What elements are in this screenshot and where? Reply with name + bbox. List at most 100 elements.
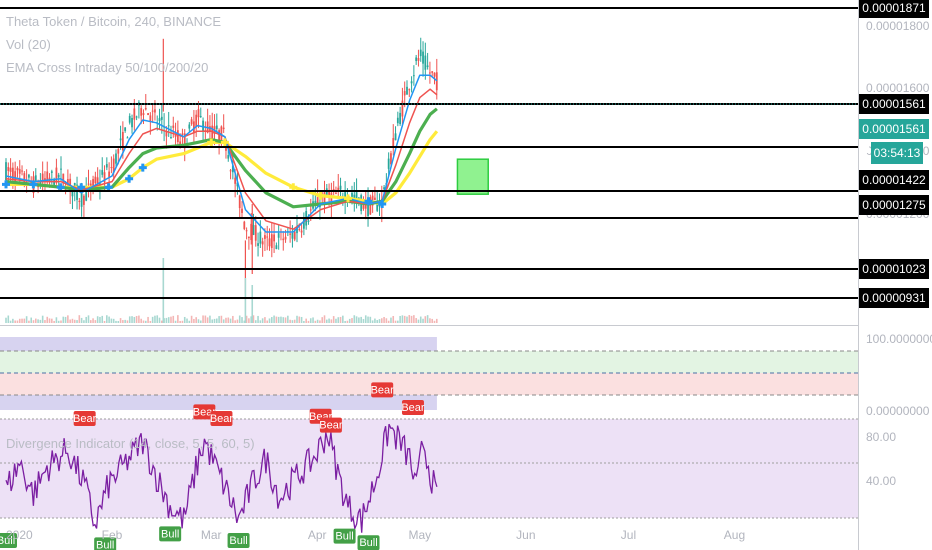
- candle-body: [392, 138, 395, 148]
- volume-bar: [261, 318, 264, 323]
- volume-bar: [394, 320, 397, 323]
- bear-signal[interactable]: Bear: [193, 404, 217, 420]
- candle-body: [419, 49, 422, 57]
- volume-bar: [154, 315, 156, 323]
- volume-bar: [298, 316, 301, 323]
- candle-body: [314, 200, 317, 204]
- volume-bar: [57, 320, 60, 323]
- volume-bar: [96, 316, 99, 323]
- volume-bar: [172, 315, 175, 323]
- volume-bar: [225, 317, 227, 323]
- volume-bar: [413, 315, 415, 323]
- volume-bar: [397, 320, 399, 323]
- volume-bar: [67, 315, 69, 323]
- candle-body: [62, 173, 65, 184]
- volume-bar: [46, 316, 49, 323]
- volume-bar: [119, 318, 122, 323]
- volume-bar: [325, 319, 328, 323]
- candle-body: [424, 55, 427, 70]
- candle-body: [60, 168, 62, 170]
- volume-bar: [133, 316, 136, 323]
- bear-signal[interactable]: Bear: [371, 382, 395, 398]
- candle-body: [330, 192, 333, 206]
- price-axis-tick: 0.00001800: [866, 19, 930, 33]
- volume-bar: [174, 320, 177, 323]
- candle-body: [353, 194, 356, 199]
- candle-body: [199, 115, 202, 117]
- volume-bar: [296, 315, 298, 323]
- candle-body: [195, 114, 198, 127]
- volume-bar: [319, 320, 321, 323]
- bull-signal[interactable]: Bull: [0, 533, 17, 548]
- level-price-tag: 0.00001023: [859, 259, 929, 279]
- volume-bar: [131, 316, 133, 323]
- ema-cross-marker: [316, 191, 325, 200]
- volume-bar: [328, 318, 330, 323]
- candle-body: [250, 223, 253, 241]
- candle-body: [307, 220, 310, 223]
- bear-signal[interactable]: Bear: [319, 417, 343, 433]
- volume-bar: [390, 317, 392, 323]
- bear-signal[interactable]: Bear: [73, 411, 97, 426]
- time-axis-tick: May: [408, 528, 431, 542]
- candle-body: [218, 130, 221, 142]
- candle-body: [192, 121, 195, 134]
- tag-label: 0.00001023: [862, 262, 926, 276]
- signal-label: Bear: [210, 413, 234, 425]
- candle-body: [160, 116, 163, 120]
- candle-body: [422, 51, 424, 64]
- signal-label: Bull: [0, 535, 15, 547]
- horizontal-levels: [0, 7, 858, 299]
- volume-bar: [351, 318, 353, 323]
- legend-ema-cross: EMA Cross Intraday 50/100/200/20: [6, 60, 208, 75]
- band-green-zone: [0, 351, 858, 373]
- ema-cross-marker: [289, 183, 298, 192]
- volume-bar: [73, 319, 76, 323]
- volume-bar: [392, 315, 395, 323]
- volume-bar: [193, 318, 195, 323]
- candle-body: [181, 133, 184, 135]
- target-zone-box[interactable]: [456, 158, 489, 195]
- volume-bar: [277, 316, 280, 323]
- volume-bar: [307, 320, 310, 323]
- candle-body: [135, 116, 138, 118]
- volume-bar: [9, 320, 12, 323]
- candle-body: [433, 72, 436, 77]
- candle-body: [275, 245, 278, 249]
- bull-signal[interactable]: Bull: [333, 528, 356, 544]
- bear-signal[interactable]: Bear: [210, 411, 234, 426]
- volume-bar: [417, 319, 420, 323]
- signal-label: Bull: [229, 535, 247, 547]
- band-lower-zone: [0, 395, 437, 410]
- bear-signal[interactable]: Bear: [401, 400, 425, 415]
- candle-body: [431, 71, 434, 73]
- bull-signal[interactable]: Bull: [159, 526, 182, 542]
- candle-body: [403, 91, 406, 96]
- candle-body: [396, 117, 399, 124]
- volume-bar: [87, 315, 90, 323]
- candle-body: [121, 131, 124, 151]
- candle-body: [28, 174, 30, 178]
- candle-body: [355, 192, 358, 200]
- volume-bar: [399, 315, 401, 323]
- volume-bar: [401, 315, 404, 323]
- volume-bar: [151, 316, 154, 323]
- candle-body: [167, 125, 170, 127]
- candle-body: [66, 179, 69, 185]
- candle-body: [300, 230, 303, 233]
- ema-cross-marker: [104, 183, 113, 192]
- volume-bar: [126, 320, 129, 323]
- volume-bar: [117, 320, 120, 323]
- bull-signal[interactable]: Bull: [94, 537, 117, 550]
- volume-bar: [41, 315, 44, 323]
- signal-label-box: [227, 533, 250, 548]
- bull-signal[interactable]: Bull: [227, 533, 250, 548]
- volume-bar: [408, 315, 411, 323]
- bull-signal[interactable]: Bull: [357, 535, 380, 550]
- volume-bar: [7, 315, 10, 323]
- tag-background: [859, 288, 929, 308]
- signal-label-box: [159, 526, 182, 542]
- candle-body: [55, 167, 58, 183]
